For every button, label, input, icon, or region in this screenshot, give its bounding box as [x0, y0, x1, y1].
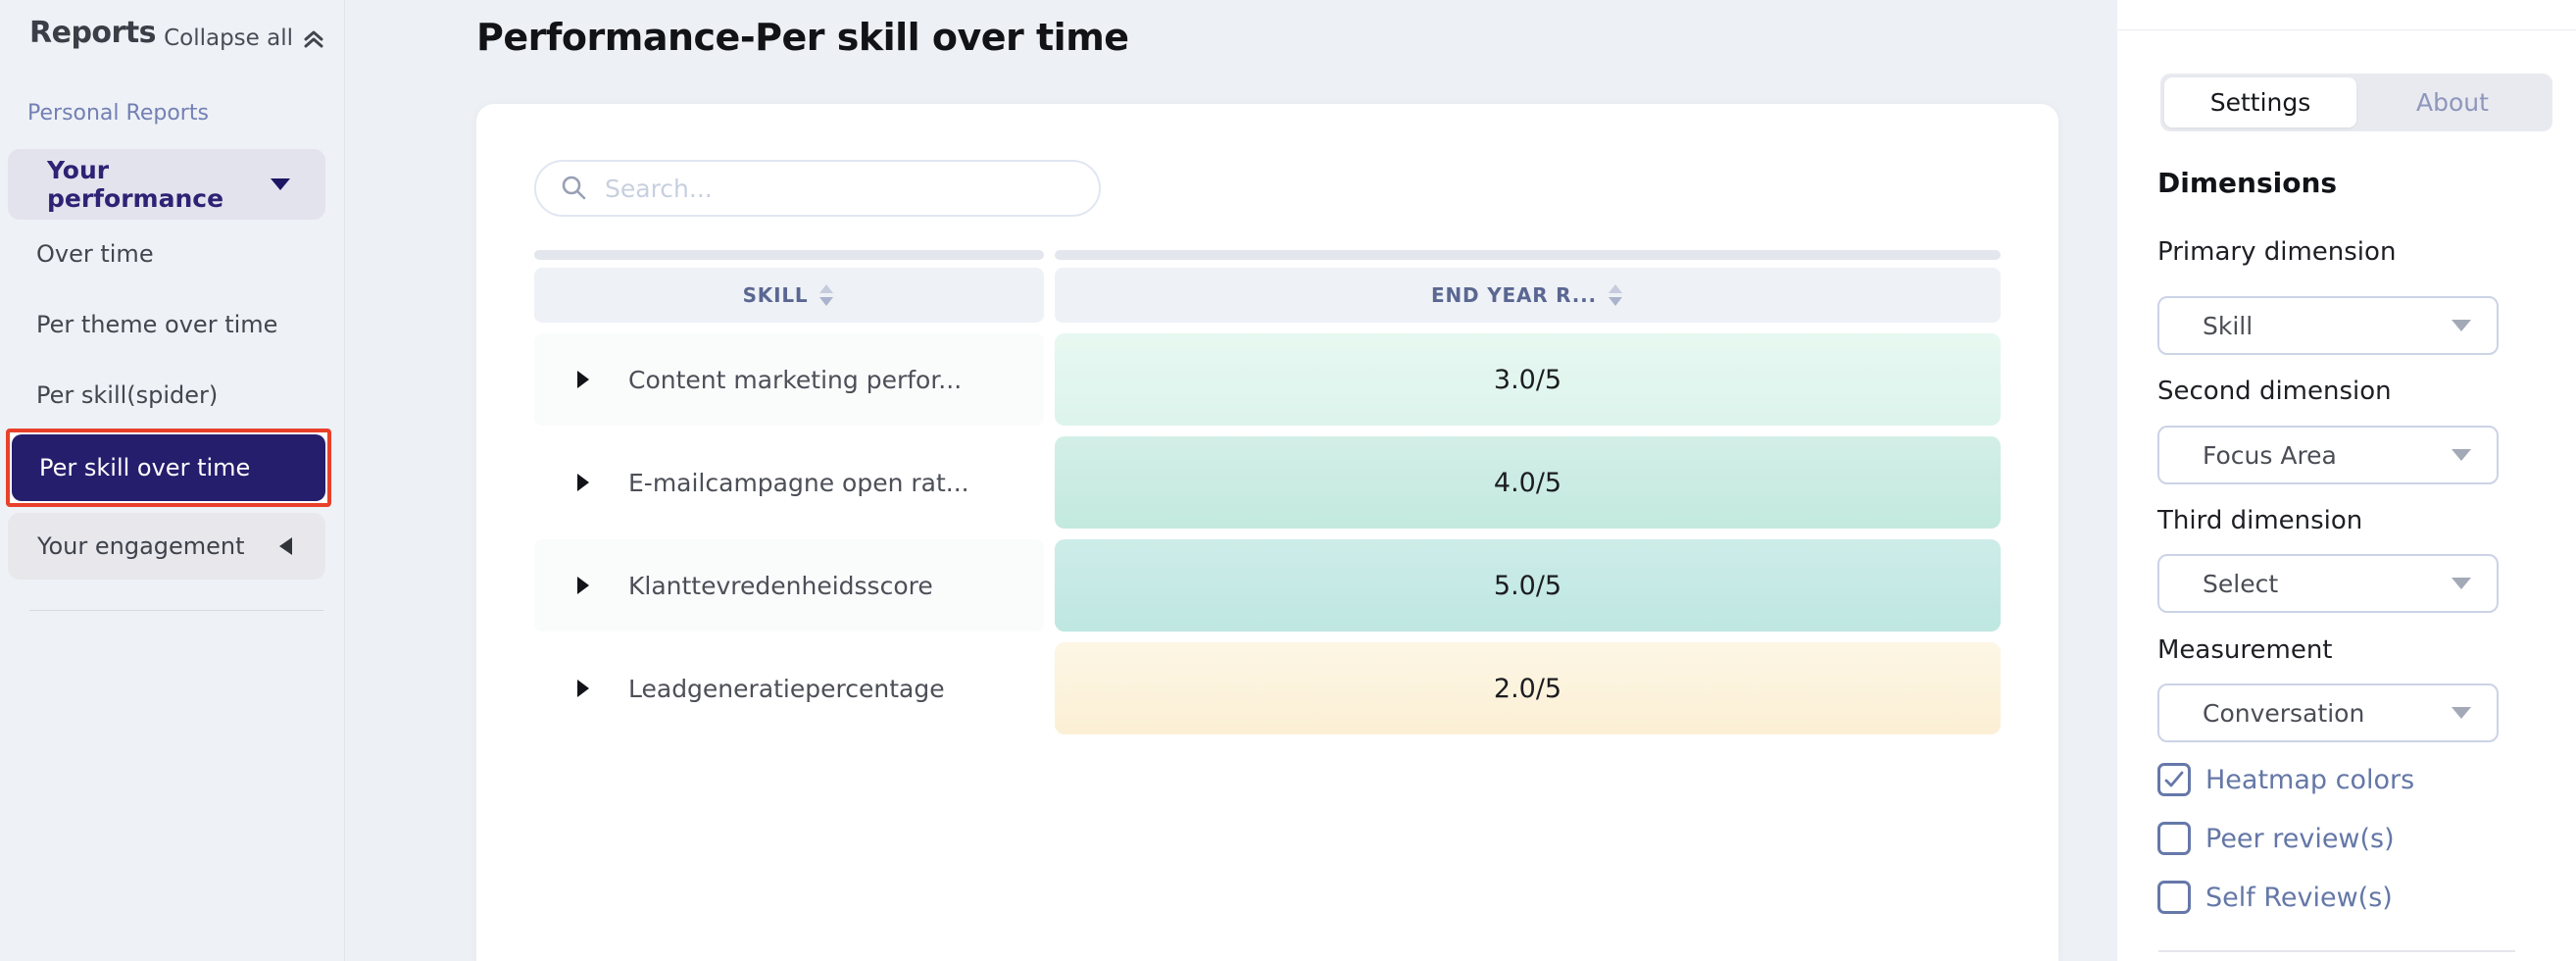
chevron-down-icon	[2452, 320, 2471, 331]
measurement-select[interactable]: Conversation	[2157, 683, 2499, 742]
score-cell: 3.0/5	[1055, 333, 2001, 426]
search-icon	[562, 176, 586, 200]
third-dimension-select[interactable]: Select	[2157, 554, 2499, 613]
second-dimension-label: Second dimension	[2157, 377, 2392, 406]
peer-reviews-checkbox-row[interactable]: Peer review(s)	[2157, 822, 2395, 855]
chevron-down-icon	[271, 178, 290, 190]
report-card: SKILL END YEAR R... Content marketing pe…	[476, 104, 2058, 961]
primary-dimension-label: Primary dimension	[2157, 237, 2397, 267]
score-cell: 5.0/5	[1055, 539, 2001, 632]
double-chevron-up-icon	[304, 30, 323, 48]
primary-dimension-select[interactable]: Skill	[2157, 296, 2499, 355]
your-performance-label: Your performance	[47, 156, 224, 213]
reports-sidebar: Reports Collapse all Personal Reports Yo…	[0, 0, 345, 961]
sidebar-group-your-performance[interactable]: Your performance	[8, 149, 325, 220]
primary-dimension-value: Skill	[2203, 311, 2254, 340]
heatmap-colors-checkbox-row[interactable]: Heatmap colors	[2157, 763, 2414, 796]
chevron-down-icon	[2452, 449, 2471, 461]
peer-reviews-label: Peer review(s)	[2205, 823, 2395, 854]
chevron-down-icon	[2452, 578, 2471, 589]
sort-icon	[819, 284, 834, 306]
table-row-skill-cell[interactable]: Klanttevredenheidsscore	[534, 539, 1044, 632]
expand-row-icon[interactable]	[577, 474, 589, 491]
personal-reports-section-label: Personal Reports	[27, 101, 209, 126]
panel-top-divider	[2117, 29, 2576, 30]
chevron-down-icon	[2452, 707, 2471, 719]
sidebar-item-per-skill-spider[interactable]: Per skill(spider)	[36, 381, 219, 409]
expand-row-icon[interactable]	[577, 680, 589, 697]
table-row-skill-cell[interactable]: E-mailcampagne open rat...	[534, 436, 1044, 529]
tab-about[interactable]: About	[2416, 88, 2489, 117]
collapse-all-button[interactable]: Collapse all	[164, 25, 326, 51]
score-cell: 4.0/5	[1055, 436, 2001, 529]
table-header-skill[interactable]: SKILL	[534, 268, 1044, 323]
panel-tab-switcher: Settings About	[2160, 74, 2552, 131]
third-dimension-value: Select	[2203, 569, 2279, 598]
your-engagement-label: Your engagement	[37, 532, 245, 560]
page-title: Performance-Per skill over time	[476, 16, 1129, 59]
measurement-label: Measurement	[2157, 635, 2333, 665]
tab-settings[interactable]: Settings	[2164, 77, 2356, 127]
sidebar-title: Reports	[29, 16, 157, 50]
skill-name: Leadgeneratiepercentage	[628, 674, 945, 703]
column-scroll-indicator	[1055, 250, 2001, 260]
table-row-skill-cell[interactable]: Leadgeneratiepercentage	[534, 642, 1044, 734]
sort-icon	[1608, 284, 1622, 306]
table-header-end-year-review[interactable]: END YEAR R...	[1055, 268, 2001, 323]
self-reviews-checkbox[interactable]	[2157, 881, 2191, 914]
sidebar-divider	[29, 610, 323, 611]
sidebar-item-per-theme-over-time[interactable]: Per theme over time	[36, 311, 278, 338]
sidebar-item-per-skill-over-time[interactable]: Per skill over time	[12, 434, 325, 501]
selected-item-highlight-outline: Per skill over time	[6, 429, 331, 507]
third-dimension-label: Third dimension	[2157, 506, 2363, 535]
table-row-skill-cell[interactable]: Content marketing perfor...	[534, 333, 1044, 426]
self-reviews-checkbox-row[interactable]: Self Review(s)	[2157, 881, 2393, 914]
table-header-end-year-label: END YEAR R...	[1431, 283, 1597, 307]
measurement-value: Conversation	[2203, 698, 2365, 728]
expand-row-icon[interactable]	[577, 577, 589, 594]
heatmap-colors-checkbox[interactable]	[2157, 763, 2191, 796]
search-box[interactable]	[534, 160, 1101, 217]
skill-name: Content marketing perfor...	[628, 365, 963, 394]
dimensions-heading: Dimensions	[2157, 167, 2338, 199]
skill-name: Klanttevredenheidsscore	[628, 571, 933, 600]
table-header-skill-label: SKILL	[742, 283, 809, 307]
check-icon	[2164, 771, 2184, 787]
collapse-all-label: Collapse all	[164, 25, 293, 51]
column-scroll-indicator	[534, 250, 1044, 260]
panel-bottom-divider	[2158, 950, 2515, 952]
self-reviews-label: Self Review(s)	[2205, 882, 2393, 913]
score-cell: 2.0/5	[1055, 642, 2001, 734]
search-input[interactable]	[587, 162, 1099, 215]
peer-reviews-checkbox[interactable]	[2157, 822, 2191, 855]
settings-panel: Settings About Dimensions Primary dimens…	[2117, 0, 2576, 961]
sidebar-group-your-engagement[interactable]: Your engagement	[8, 513, 325, 580]
heatmap-colors-label: Heatmap colors	[2205, 764, 2415, 795]
expand-row-icon[interactable]	[577, 371, 589, 388]
sidebar-item-over-time[interactable]: Over time	[36, 240, 154, 268]
skill-name: E-mailcampagne open rat...	[628, 468, 969, 497]
chevron-left-icon	[279, 537, 292, 555]
second-dimension-value: Focus Area	[2203, 440, 2337, 470]
second-dimension-select[interactable]: Focus Area	[2157, 426, 2499, 484]
